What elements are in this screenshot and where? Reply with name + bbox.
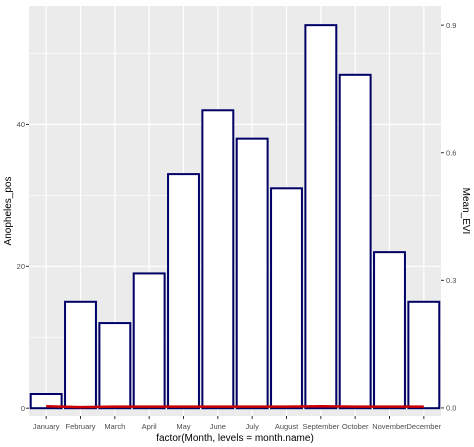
bars	[29, 24, 441, 410]
y-tick-label: 20	[17, 262, 25, 271]
y-tick-label: 0	[21, 404, 25, 413]
x-tick-label-december: December	[407, 422, 442, 431]
y-tick-label: 40	[17, 120, 25, 129]
y-axis-title-left: Anopheles_pos	[3, 177, 14, 246]
evi-line-layer	[46, 404, 424, 409]
x-tick-label-april: April	[142, 422, 157, 431]
x-tick-label-october: October	[342, 422, 369, 431]
y-right-tick-label: 0.0	[446, 404, 456, 413]
plot-panel	[29, 6, 441, 416]
y-right-tick-label: 0.9	[446, 21, 456, 30]
bar-march	[98, 322, 132, 410]
evi-line	[46, 404, 424, 409]
bar-january	[29, 393, 63, 410]
x-tick-label-february: February	[65, 422, 95, 431]
x-tick-label-june: June	[210, 422, 226, 431]
bar-may	[167, 173, 200, 410]
x-tick-label-august: August	[275, 422, 299, 431]
bar-august	[270, 187, 303, 410]
y-right-tick-label: 0.6	[446, 148, 456, 157]
bar-september	[304, 24, 338, 410]
left-axis: 0 20 40	[17, 120, 29, 413]
right-axis: 0.0 0.3 0.6 0.9	[441, 21, 456, 413]
bar-december	[407, 300, 441, 410]
x-tick-label-september: September	[302, 422, 339, 431]
bar-november	[373, 251, 406, 410]
bar-april	[132, 272, 166, 410]
y-right-tick-label: 0.3	[446, 276, 456, 285]
x-tick-label-may: May	[176, 422, 190, 431]
x-axis-title: factor(Month, levels = month.name)	[156, 433, 314, 444]
x-tick-label-november: November	[372, 422, 407, 431]
bar-june	[201, 109, 235, 410]
x-tick-label-july: July	[245, 422, 259, 431]
bar-october	[338, 73, 372, 410]
x-tick-label-march: March	[104, 422, 125, 431]
y-axis-title-right: Mean_EVI	[460, 188, 471, 235]
x-axis: January February March April May June July Augu…	[33, 416, 442, 431]
x-tick-label-january: January	[33, 422, 60, 431]
bar-july	[235, 137, 269, 410]
bar-february	[64, 300, 97, 410]
